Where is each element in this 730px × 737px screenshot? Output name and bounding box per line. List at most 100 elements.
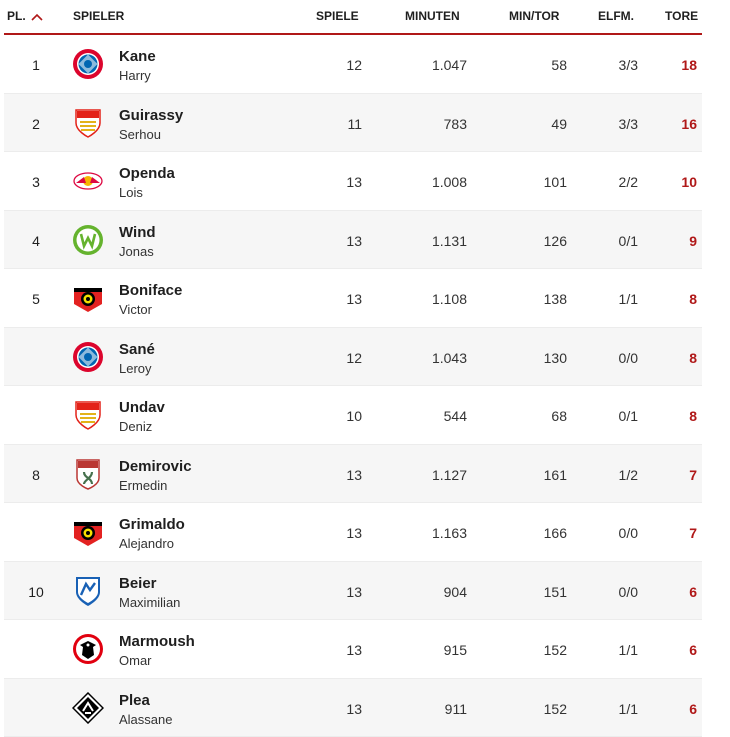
fc-augsburg-logo-icon[interactable] bbox=[72, 458, 104, 490]
player-last-name[interactable]: Kane bbox=[119, 48, 156, 65]
player-last-name[interactable]: Wind bbox=[119, 224, 156, 241]
player-first-name[interactable]: Alejandro bbox=[119, 536, 174, 551]
header-min-per-goal[interactable]: MIN/TOR bbox=[509, 9, 559, 23]
player-first-name[interactable]: Lois bbox=[119, 185, 143, 200]
goals-cell: 18 bbox=[681, 57, 697, 73]
bayern-munich-logo-icon[interactable] bbox=[72, 48, 104, 80]
player-first-name[interactable]: Deniz bbox=[119, 419, 152, 434]
player-last-name[interactable]: Demirovic bbox=[119, 458, 192, 475]
games-cell: 13 bbox=[346, 233, 362, 249]
vfb-stuttgart-logo-icon[interactable] bbox=[72, 107, 104, 139]
rank-cell: 8 bbox=[4, 467, 68, 483]
penalties-cell: 1/1 bbox=[619, 642, 638, 658]
games-cell: 12 bbox=[346, 350, 362, 366]
bayern-munich-logo-icon[interactable] bbox=[72, 341, 104, 373]
player-last-name[interactable]: Plea bbox=[119, 692, 150, 709]
header-rank[interactable]: PL. bbox=[7, 9, 43, 23]
rank-cell: 2 bbox=[4, 116, 68, 132]
player-first-name[interactable]: Maximilian bbox=[119, 595, 180, 610]
min-per-goal-cell: 49 bbox=[551, 116, 567, 132]
rank-cell: 4 bbox=[4, 233, 68, 249]
header-games[interactable]: SPIELE bbox=[316, 9, 359, 23]
table-row[interactable]: 2 Guirassy Serhou 11 783 49 3/3 16 bbox=[4, 94, 702, 153]
player-first-name[interactable]: Jonas bbox=[119, 244, 154, 259]
player-first-name[interactable]: Omar bbox=[119, 653, 152, 668]
vfb-stuttgart-logo-icon[interactable] bbox=[72, 399, 104, 431]
min-per-goal-cell: 152 bbox=[544, 642, 567, 658]
header-penalties[interactable]: ELFM. bbox=[598, 9, 634, 23]
minutes-cell: 1.127 bbox=[432, 467, 467, 483]
games-cell: 13 bbox=[346, 525, 362, 541]
penalties-cell: 0/0 bbox=[619, 584, 638, 600]
goals-cell: 16 bbox=[681, 116, 697, 132]
min-per-goal-cell: 58 bbox=[551, 57, 567, 73]
header-goals[interactable]: TORE bbox=[665, 9, 698, 23]
penalties-cell: 3/3 bbox=[619, 57, 638, 73]
player-last-name[interactable]: Beier bbox=[119, 575, 157, 592]
minutes-cell: 783 bbox=[444, 116, 467, 132]
player-first-name[interactable]: Leroy bbox=[119, 361, 152, 376]
header-player[interactable]: SPIELER bbox=[73, 9, 124, 23]
penalties-cell: 1/1 bbox=[619, 701, 638, 717]
goals-cell: 8 bbox=[689, 408, 697, 424]
minutes-cell: 1.008 bbox=[432, 174, 467, 190]
penalties-cell: 0/0 bbox=[619, 525, 638, 541]
rank-cell: 10 bbox=[4, 584, 68, 600]
goals-cell: 6 bbox=[689, 584, 697, 600]
player-last-name[interactable]: Grimaldo bbox=[119, 516, 185, 533]
penalties-cell: 3/3 bbox=[619, 116, 638, 132]
vfl-wolfsburg-logo-icon[interactable] bbox=[72, 224, 104, 256]
penalties-cell: 1/1 bbox=[619, 291, 638, 307]
tsg-hoffenheim-logo-icon[interactable] bbox=[72, 575, 104, 607]
goals-cell: 7 bbox=[689, 525, 697, 541]
min-per-goal-cell: 130 bbox=[544, 350, 567, 366]
sort-ascending-icon[interactable] bbox=[31, 13, 43, 21]
bayer-leverkusen-logo-icon[interactable] bbox=[72, 282, 104, 314]
minutes-cell: 911 bbox=[445, 701, 467, 717]
player-first-name[interactable]: Harry bbox=[119, 68, 151, 83]
minutes-cell: 904 bbox=[444, 584, 467, 600]
penalties-cell: 0/1 bbox=[619, 233, 638, 249]
goals-cell: 8 bbox=[689, 291, 697, 307]
player-last-name[interactable]: Boniface bbox=[119, 282, 182, 299]
minutes-cell: 1.108 bbox=[432, 291, 467, 307]
player-first-name[interactable]: Alassane bbox=[119, 712, 172, 727]
rb-leipzig-logo-icon[interactable] bbox=[72, 165, 104, 197]
player-last-name[interactable]: Marmoush bbox=[119, 633, 195, 650]
minutes-cell: 544 bbox=[444, 408, 467, 424]
player-first-name[interactable]: Serhou bbox=[119, 127, 161, 142]
player-last-name[interactable]: Openda bbox=[119, 165, 175, 182]
bayer-leverkusen-logo-icon[interactable] bbox=[72, 516, 104, 548]
games-cell: 11 bbox=[347, 116, 362, 132]
borussia-mgladbach-logo-icon[interactable] bbox=[72, 692, 104, 724]
header-minutes[interactable]: MINUTEN bbox=[405, 9, 460, 23]
min-per-goal-cell: 126 bbox=[544, 233, 567, 249]
player-last-name[interactable]: Guirassy bbox=[119, 107, 183, 124]
min-per-goal-cell: 138 bbox=[544, 291, 567, 307]
goals-cell: 9 bbox=[689, 233, 697, 249]
minutes-cell: 915 bbox=[444, 642, 467, 658]
min-per-goal-cell: 68 bbox=[551, 408, 567, 424]
eintracht-frankfurt-logo-icon[interactable] bbox=[72, 633, 104, 665]
games-cell: 12 bbox=[346, 57, 362, 73]
player-first-name[interactable]: Ermedin bbox=[119, 478, 167, 493]
min-per-goal-cell: 152 bbox=[544, 701, 567, 717]
player-last-name[interactable]: Undav bbox=[119, 399, 165, 416]
games-cell: 13 bbox=[346, 174, 362, 190]
penalties-cell: 0/0 bbox=[619, 350, 638, 366]
player-last-name[interactable]: Sané bbox=[119, 341, 155, 358]
player-first-name[interactable]: Victor bbox=[119, 302, 152, 317]
minutes-cell: 1.043 bbox=[432, 350, 467, 366]
